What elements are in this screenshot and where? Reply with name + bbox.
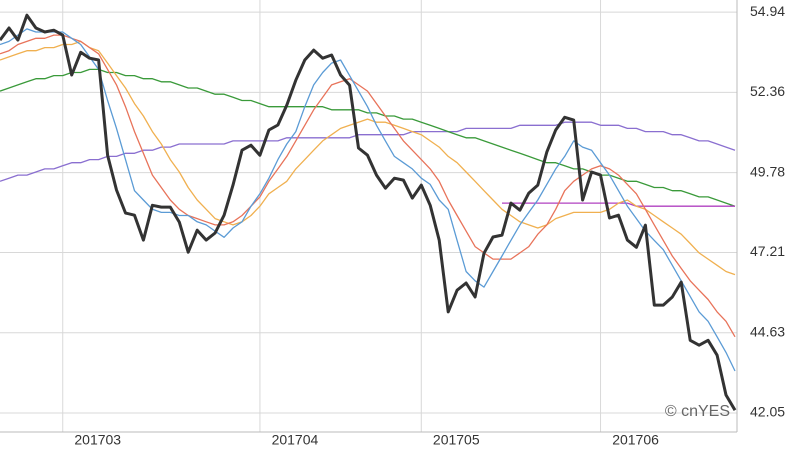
lines bbox=[0, 13, 737, 411]
price-line bbox=[0, 121, 736, 182]
y-tick-label: 44.63 bbox=[750, 323, 785, 339]
x-tick-label: 201705 bbox=[433, 432, 480, 448]
price-line bbox=[0, 28, 736, 372]
price-line bbox=[0, 68, 736, 207]
x-tick-label: 201706 bbox=[612, 432, 659, 448]
y-tick-label: 42.05 bbox=[750, 404, 785, 420]
y-tick-label: 47.21 bbox=[750, 243, 785, 259]
y-tick-label: 54.94 bbox=[750, 3, 785, 19]
y-tick-label: 49.78 bbox=[750, 163, 785, 179]
x-tick-label: 201704 bbox=[272, 432, 319, 448]
price-line bbox=[0, 13, 737, 411]
watermark: © cnYES bbox=[665, 403, 730, 420]
price-line bbox=[0, 34, 736, 338]
price-line bbox=[0, 40, 736, 276]
x-tick-label: 201703 bbox=[74, 432, 121, 448]
y-tick-label: 52.36 bbox=[750, 83, 785, 99]
